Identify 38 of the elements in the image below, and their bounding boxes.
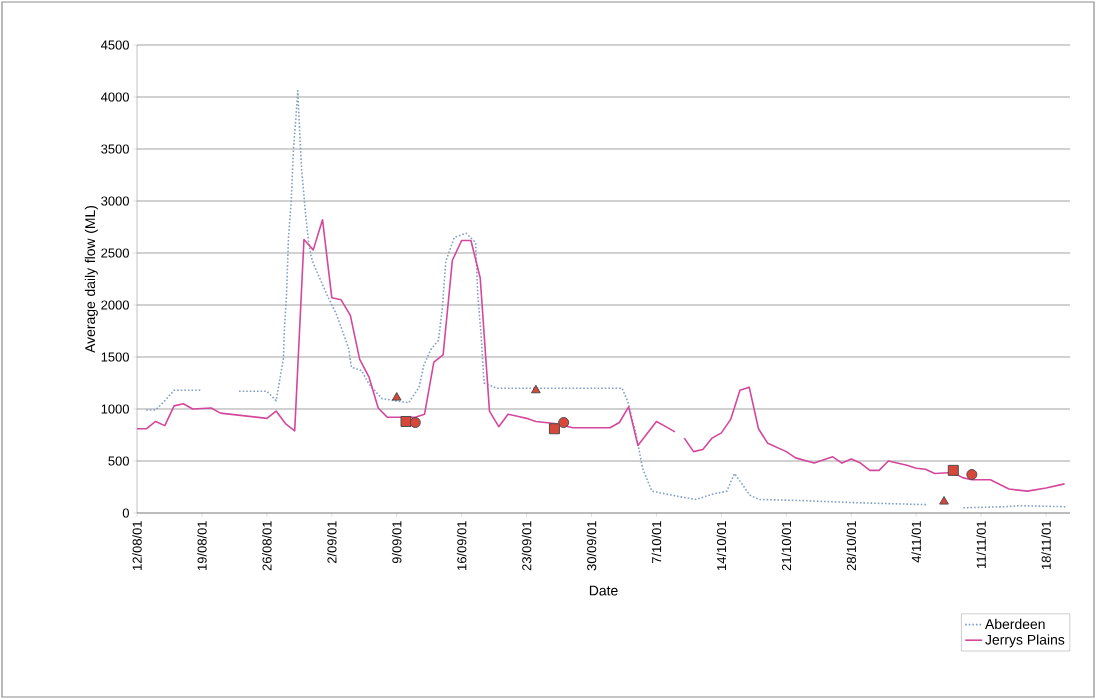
x-tick-label: 11/11/01 [976,521,986,569]
y-tick-label: 3000 [101,196,129,206]
y-tick-label: 0 [122,508,129,518]
y-axis-title: Average daily flow (ML) [84,206,98,353]
point [391,392,402,401]
x-tick-label: 26/08/01 [262,521,272,571]
y-tick-label: 2500 [101,248,129,258]
y-tick-label: 4000 [100,92,129,102]
y-tick-label: 1000 [101,404,129,414]
x-tick-label: 9/09/01 [391,521,402,564]
x-tick-label: 21/10/01 [781,521,792,571]
x-tick-label: 12/08/01 [132,521,142,570]
x-tick-label: 16/09/01 [456,521,467,570]
y-tick-label: 1500 [101,352,129,362]
x-tick-label: 19/08/01 [197,521,207,570]
point [939,496,949,505]
point [531,384,541,394]
point [400,415,412,427]
x-tick-label: 18/11/01 [1041,521,1051,569]
point [409,417,421,429]
x-tick-label: 7/10/01 [651,521,662,564]
y-tick-label: 3500 [101,144,129,154]
x-tick-label: 2/09/01 [327,521,337,564]
y-tick-label: 500 [108,456,129,466]
x-tick-label: 23/09/01 [521,521,532,571]
point [548,423,560,435]
legend-label: Jerrys Plains [985,634,1065,648]
x-axis-title: Date [589,585,618,596]
x-tick-label: 28/10/01 [846,521,857,571]
legend-label: Aberdeen [985,618,1045,630]
x-tick-label: 30/09/01 [586,521,597,571]
y-tick-label: 2000 [101,300,129,310]
point [558,417,570,429]
point [966,469,978,481]
x-tick-label: 4/11/01 [911,521,921,563]
x-tick-label: 14/10/01 [716,521,727,570]
point [947,464,959,476]
y-tick-label: 4500 [100,40,129,50]
